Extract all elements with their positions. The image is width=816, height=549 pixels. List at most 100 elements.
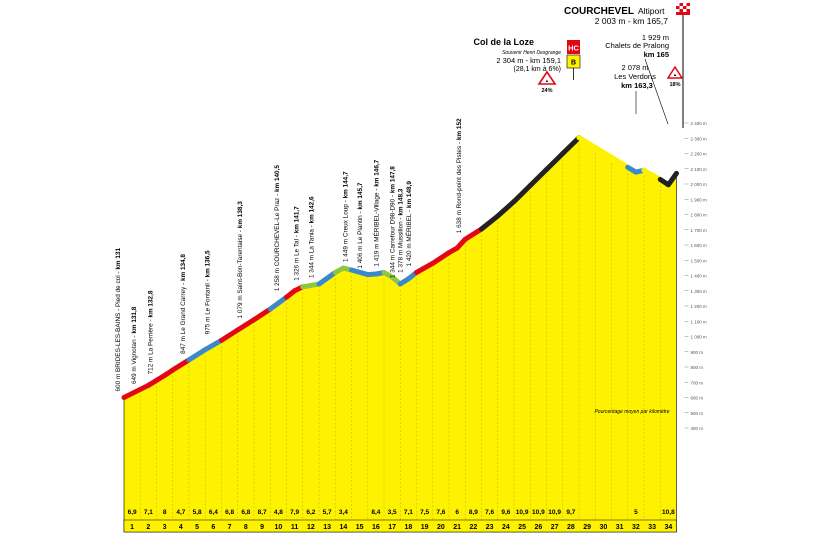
waypoint-label: 1 344 m La Tania - km 142,6 (308, 196, 315, 278)
km-cell (628, 521, 643, 531)
km-label: 22 (469, 524, 477, 531)
km-cell (645, 521, 660, 531)
waypoint-label: 847 m Le Grand Carrey - km 134,8 (180, 254, 187, 354)
gradient-label: 5,8 (193, 509, 202, 516)
y-tick-label: 1 800 m (691, 213, 708, 218)
profile-segment (219, 327, 241, 343)
km-label: 34 (664, 524, 672, 531)
gradient-label: 5 (634, 509, 638, 516)
km-cell (368, 521, 383, 531)
steep-warning-icon-finish: ▲ 18% (666, 65, 684, 88)
waypoint-label: 1 378 m Mussillon - km 148,3 (398, 188, 405, 273)
gradient-label: 6,9 (128, 509, 137, 516)
km-label: 10 (274, 524, 282, 531)
gradient-label: 8,4 (371, 509, 380, 516)
waypoint-label: 1 449 m Creux Loup - km 144,7 (343, 171, 350, 262)
km-cell (531, 521, 546, 531)
km-label: 32 (632, 524, 640, 531)
waypoint-label: 1 344 m Carrefour D98-D90 - km 147,8 (390, 166, 397, 278)
col-souvenir: Souvenir Henri Desgrange (502, 50, 561, 56)
km-label: 15 (356, 524, 364, 531)
km-cell (433, 521, 448, 531)
profile-segment (527, 167, 549, 189)
profile-segment (349, 267, 371, 278)
y-tick-label: 1 600 m (691, 243, 708, 248)
pralong-name: Chalets de Pralong (605, 41, 669, 50)
waypoint-label: 1 406 m Le Plantin - km 145,7 (357, 182, 364, 268)
waypoint-km: km 141,7 (294, 206, 301, 233)
km-label: 13 (323, 524, 331, 531)
profile-segment (430, 250, 452, 266)
svg-text:24%: 24% (541, 88, 552, 94)
km-label: 8 (244, 524, 248, 531)
y-tick-label: 400 m (691, 426, 704, 431)
svg-text:B: B (571, 60, 576, 67)
finish-title: COURCHEVEL (564, 6, 634, 17)
finish-info: 2 003 m - km 165,7 (595, 16, 669, 26)
km-cell (466, 521, 481, 531)
gradient-label: 9,6 (501, 509, 510, 516)
km-cell (222, 521, 237, 531)
waypoint-label: 975 m Le Fontanil - km 136,5 (204, 250, 211, 334)
profile-segment (495, 199, 517, 219)
km-cell (417, 521, 432, 531)
hc-category-badge: HC (567, 40, 580, 54)
col-info2: (28,1 km à 6%) (514, 66, 561, 73)
gradient-label: 4,8 (274, 509, 283, 516)
finish-flag-icon (676, 3, 690, 128)
km-cell (287, 521, 302, 531)
gradient-label: 10,9 (532, 509, 545, 516)
y-tick-label: 2 000 m (691, 182, 708, 187)
pralong-km: km 165 (644, 50, 669, 59)
km-label: 7 (228, 524, 232, 531)
gradient-label: 6,8 (225, 509, 234, 516)
profile-segment (414, 260, 436, 275)
km-label: 26 (534, 524, 542, 531)
km-label: 6 (211, 524, 215, 531)
gradient-label: 6 (455, 509, 459, 516)
svg-text:▲: ▲ (545, 78, 549, 83)
verdons-km: km 163,3 (621, 81, 653, 90)
y-tick-label: 500 m (691, 411, 704, 416)
average-gradient-note: Pourcentage moyen par kilomètre (594, 409, 669, 415)
waypoint-km: km 131,8 (131, 306, 138, 333)
profile-segment (576, 135, 598, 150)
km-label: 17 (388, 524, 396, 531)
km-cell (320, 521, 335, 531)
waypoint-km: km 138,3 (237, 201, 244, 228)
waypoint-km: km 131 (115, 248, 122, 270)
gradient-label: 6,8 (241, 509, 250, 516)
km-label: 20 (437, 524, 445, 531)
waypoint-km: km 146,7 (373, 159, 380, 186)
y-tick-label: 1 500 m (691, 258, 708, 263)
col-info1: 2 304 m - km 159,1 (496, 56, 561, 65)
km-label: 5 (195, 524, 199, 531)
waypoint-km: km 132,8 (148, 290, 155, 317)
profile-segment (641, 167, 663, 182)
km-label: 33 (648, 524, 656, 531)
waypoint-label: 1 258 m COURCHEVEL-Le Praz - km 140,5 (274, 165, 281, 292)
svg-text:▲: ▲ (673, 72, 677, 77)
km-cell (352, 521, 367, 531)
y-tick-label: 1 200 m (691, 304, 708, 309)
profile-segment (592, 144, 614, 160)
waypoint-label: 600 m BRIDES-LES-BAINS - Pied de col - k… (115, 248, 122, 392)
gradient-label: 8,7 (258, 509, 267, 516)
pralong-alt: 1 929 m (642, 33, 669, 42)
profile-segment (121, 382, 151, 400)
km-cell (563, 521, 578, 531)
km-label: 21 (453, 524, 461, 531)
profile-segment (316, 269, 338, 287)
gradient-label: 7,6 (485, 509, 494, 516)
y-tick-label: 1 700 m (691, 228, 708, 233)
km-label: 9 (260, 524, 264, 531)
km-label: 2 (146, 524, 150, 531)
km-cell (141, 521, 156, 531)
km-label: 16 (372, 524, 380, 531)
km-cell (238, 521, 253, 531)
col-name: Col de la Loze (473, 37, 534, 47)
waypoint-label: 712 m La Perrière - km 132,8 (148, 290, 155, 374)
y-tick-label: 1 400 m (691, 274, 708, 279)
km-label: 12 (307, 524, 315, 531)
